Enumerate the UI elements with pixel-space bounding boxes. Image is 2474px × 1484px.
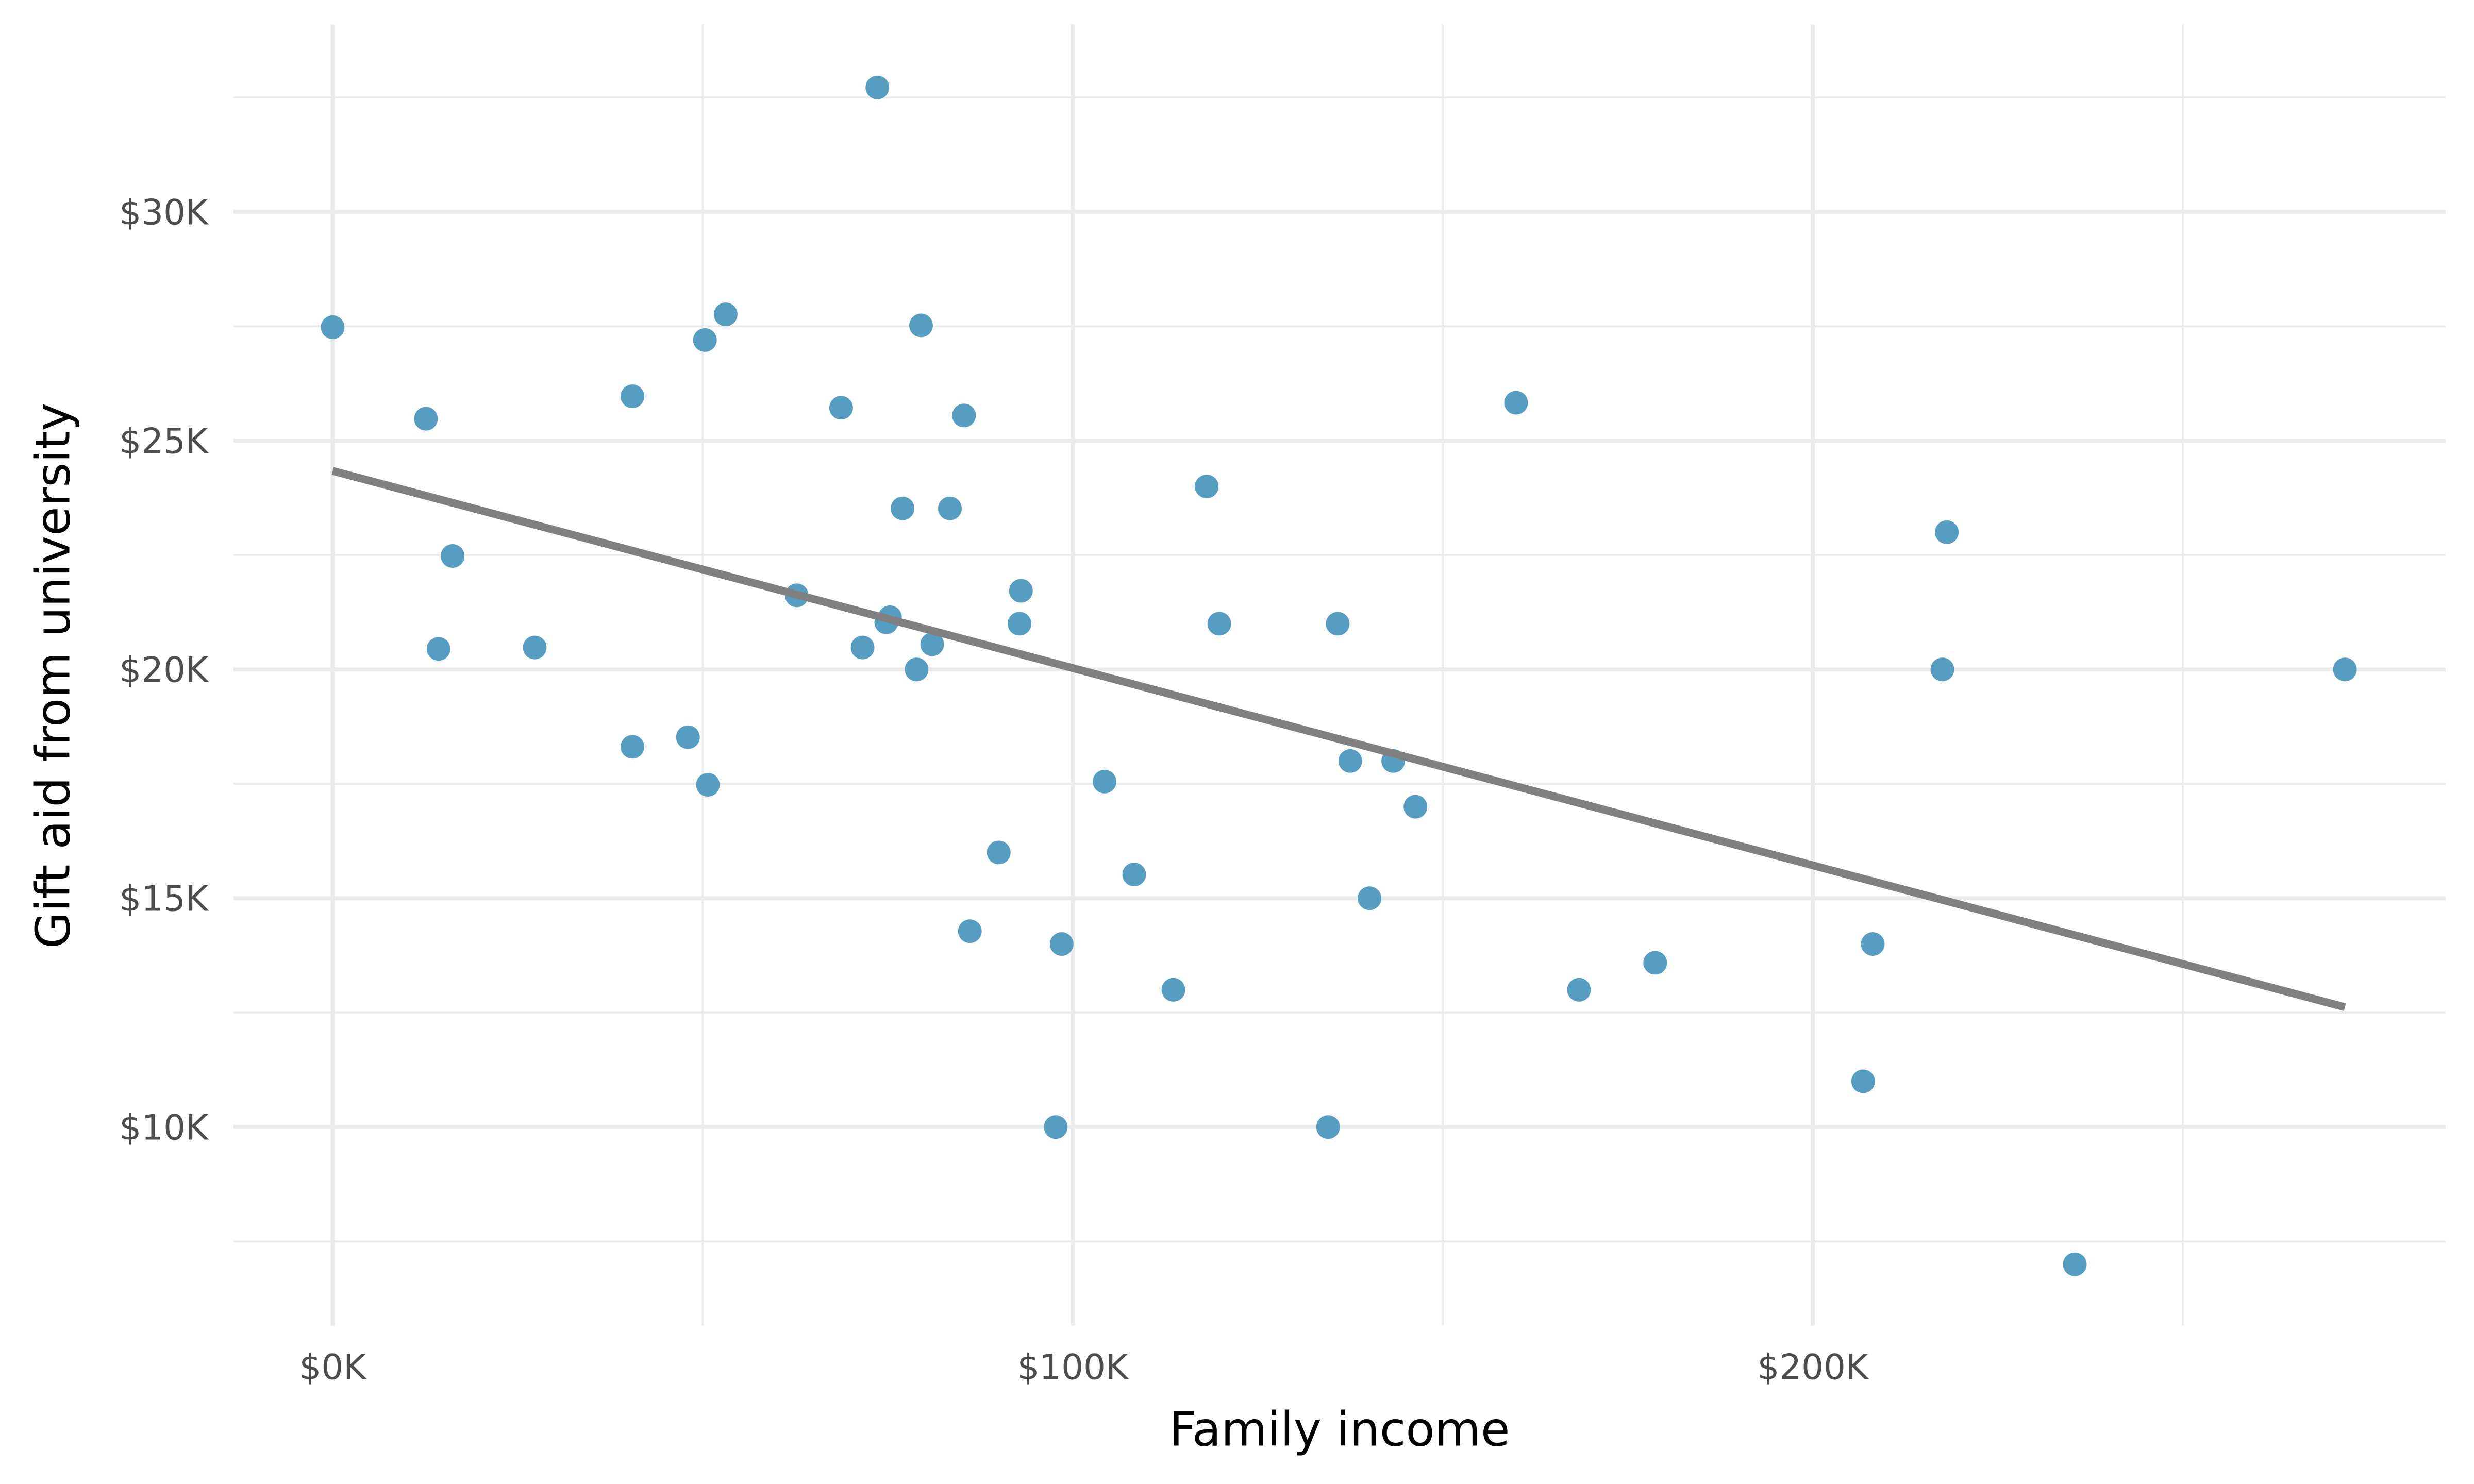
- point: [441, 544, 465, 568]
- point: [850, 635, 875, 660]
- y-tick-label: $15K: [119, 879, 209, 919]
- point: [1358, 886, 1382, 910]
- point: [905, 657, 929, 682]
- x-tick-label: $0K: [299, 1347, 367, 1388]
- point: [621, 384, 644, 409]
- point: [865, 75, 890, 99]
- point: [414, 407, 438, 431]
- point: [1195, 475, 1219, 498]
- point: [713, 302, 738, 327]
- point: [2333, 657, 2357, 682]
- x-tick-label: $100K: [1017, 1347, 1129, 1388]
- x-axis-title: Family income: [1169, 1402, 1510, 1457]
- point: [2063, 1252, 2087, 1276]
- point: [696, 773, 720, 797]
- point: [1567, 977, 1591, 1002]
- point: [1044, 1115, 1068, 1139]
- point: [1338, 749, 1362, 773]
- point: [1643, 951, 1667, 975]
- point: [1504, 391, 1528, 415]
- point: [1403, 795, 1428, 819]
- point: [920, 632, 944, 656]
- point: [1935, 520, 1959, 544]
- y-tick-label: $10K: [119, 1107, 209, 1148]
- point: [1009, 579, 1033, 603]
- point: [952, 403, 976, 428]
- point: [938, 496, 962, 520]
- y-tick-label: $30K: [119, 192, 209, 233]
- point: [1326, 612, 1350, 636]
- point: [1161, 977, 1185, 1002]
- point: [829, 396, 853, 420]
- point: [321, 315, 345, 339]
- x-tick-label: $200K: [1757, 1347, 1869, 1388]
- point: [523, 635, 547, 660]
- point: [1316, 1115, 1340, 1139]
- point: [1049, 932, 1074, 956]
- point: [1861, 932, 1885, 956]
- y-axis-title: Gift aid from university: [26, 403, 81, 949]
- point: [1122, 863, 1146, 887]
- point: [621, 735, 644, 759]
- point: [1207, 612, 1231, 636]
- point: [909, 313, 933, 338]
- point: [891, 496, 915, 520]
- y-tick-label: $20K: [119, 650, 209, 690]
- point: [1093, 769, 1117, 794]
- point: [987, 840, 1011, 865]
- point: [1930, 657, 1954, 682]
- point: [1008, 612, 1031, 636]
- point: [693, 328, 717, 352]
- y-tick-label: $25K: [119, 421, 209, 462]
- point: [676, 725, 700, 749]
- trend-line: [331, 467, 2346, 1011]
- point: [1851, 1069, 1875, 1093]
- point: [426, 637, 450, 661]
- point: [958, 919, 982, 943]
